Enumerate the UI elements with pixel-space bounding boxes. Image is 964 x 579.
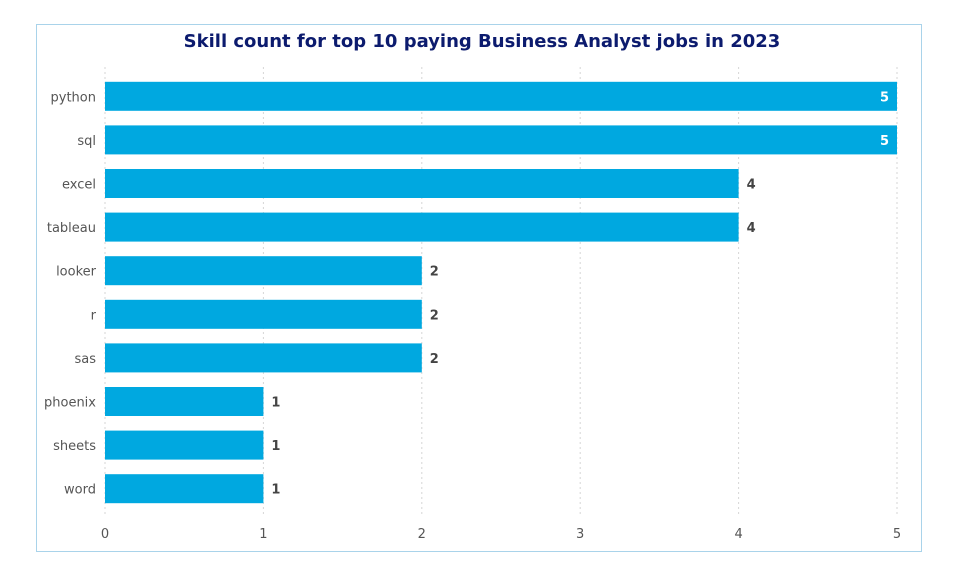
x-tick-label: 4 (734, 527, 742, 542)
x-tick-label: 2 (418, 527, 426, 542)
bar-phoenix (105, 387, 264, 416)
bar-sql (105, 125, 897, 155)
y-tick-label: word (64, 483, 96, 498)
bar-tableau (105, 212, 739, 242)
y-tick-label: sql (77, 134, 96, 149)
y-tick-label: r (91, 308, 97, 323)
y-tick-label: excel (62, 178, 96, 193)
x-tick-label: 5 (893, 527, 901, 542)
bar-python (105, 81, 897, 111)
data-label: 1 (271, 483, 280, 498)
y-tick-label: python (51, 90, 96, 105)
y-tick-label: phoenix (44, 396, 96, 411)
bar-r (105, 299, 422, 329)
data-label: 2 (430, 308, 439, 323)
x-tick-label: 3 (576, 527, 584, 542)
data-labels: 5 5 4 4 2 2 2 1 1 1 (271, 90, 889, 497)
x-tick-label: 1 (259, 527, 267, 542)
chart-title: Skill count for top 10 paying Business A… (183, 31, 781, 52)
y-tick-label: looker (56, 265, 97, 280)
data-label: 4 (747, 221, 756, 236)
data-label: 1 (271, 396, 280, 411)
data-label: 4 (747, 178, 756, 193)
y-tick-label: sas (74, 352, 96, 367)
x-tick-label: 0 (101, 527, 109, 542)
bars (105, 81, 897, 504)
x-axis-labels: 0 1 2 3 4 5 (101, 527, 901, 542)
bar-sas (105, 343, 422, 373)
bar-sheets (105, 430, 264, 460)
bar-looker (105, 256, 422, 286)
data-label: 2 (430, 352, 439, 367)
chart-card (36, 24, 922, 552)
y-tick-label: tableau (47, 221, 96, 236)
bar-word (105, 474, 264, 504)
data-label: 5 (880, 134, 889, 149)
data-label: 2 (430, 265, 439, 280)
y-tick-label: sheets (53, 439, 96, 454)
data-label: 1 (271, 439, 280, 454)
y-axis-labels: python sql excel tableau looker r sas phoenix sh… (44, 90, 97, 497)
bar-excel (105, 169, 739, 198)
data-label: 5 (880, 90, 889, 105)
